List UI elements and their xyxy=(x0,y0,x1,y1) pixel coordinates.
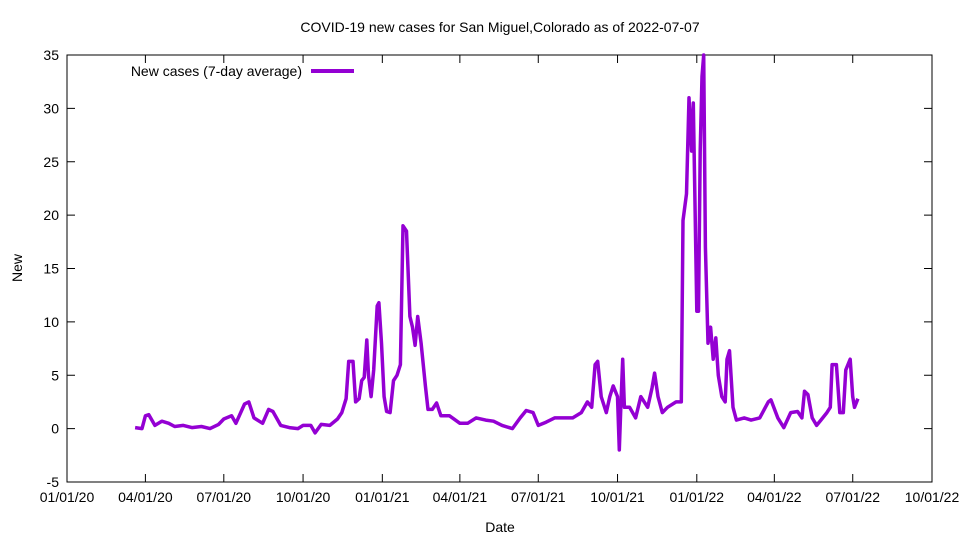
x-tick-label: 01/01/22 xyxy=(670,489,725,505)
y-tick-label: 25 xyxy=(43,154,59,170)
y-tick-label: 15 xyxy=(43,261,59,277)
x-tick-label: 01/01/20 xyxy=(40,489,95,505)
x-axis: 01/01/20 04/01/20 07/01/20 10/01/20 01/01/21… xyxy=(40,55,960,505)
legend-label: New cases (7-day average) xyxy=(131,63,302,79)
x-tick-label: 04/01/22 xyxy=(747,489,802,505)
x-tick-label: 01/01/21 xyxy=(355,489,410,505)
x-tick-label: 04/01/21 xyxy=(433,489,488,505)
legend: New cases (7-day average) xyxy=(131,63,354,79)
y-tick-label: 30 xyxy=(43,100,59,116)
x-tick-label: 10/01/21 xyxy=(590,489,645,505)
y-tick-label: -5 xyxy=(47,474,60,490)
x-tick-label: 07/01/22 xyxy=(825,489,880,505)
y-tick-label: 10 xyxy=(43,314,59,330)
x-tick-label: 07/01/21 xyxy=(511,489,566,505)
y-tick-label: 20 xyxy=(43,207,59,223)
y-tick-label: 0 xyxy=(51,421,59,437)
chart-title: COVID-19 new cases for San Miguel,Colora… xyxy=(300,19,699,35)
series-line-new-cases xyxy=(134,53,860,452)
x-axis-label: Date xyxy=(485,519,515,535)
x-tick-label: 10/01/22 xyxy=(905,489,960,505)
y-axis-label: New xyxy=(9,253,25,282)
y-tick-label: 5 xyxy=(51,367,59,383)
x-tick-label: 04/01/20 xyxy=(118,489,173,505)
x-tick-label: 10/01/20 xyxy=(276,489,331,505)
x-tick-label: 07/01/20 xyxy=(197,489,252,505)
y-axis: -5 0 5 10 15 20 25 30 35 xyxy=(43,47,932,490)
y-tick-label: 35 xyxy=(43,47,59,63)
